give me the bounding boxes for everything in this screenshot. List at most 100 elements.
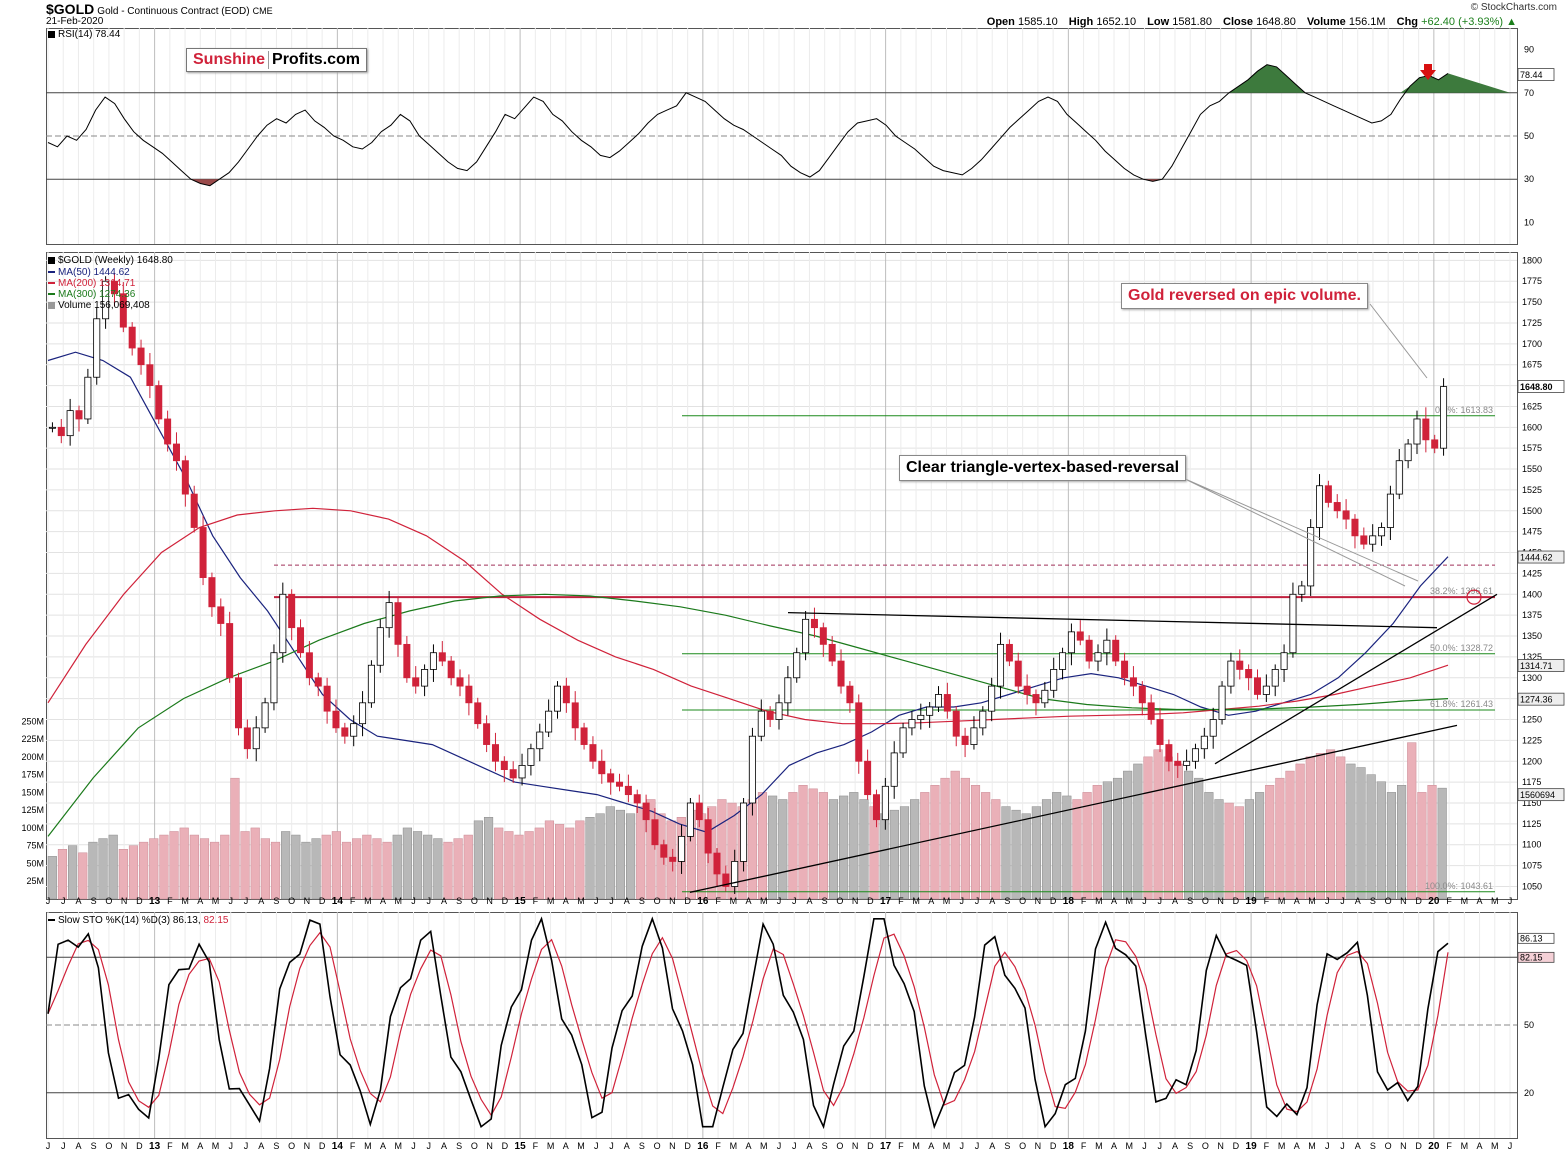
month-label: 15 xyxy=(515,1141,527,1152)
volume-bar xyxy=(1072,799,1082,900)
down-arrow-icon xyxy=(1420,64,1436,80)
volume-bar xyxy=(910,799,920,900)
volume-bar xyxy=(189,834,199,900)
volume-bar xyxy=(879,813,889,900)
candle-body xyxy=(1253,677,1261,695)
month-label: S xyxy=(1004,1141,1010,1151)
candle-body xyxy=(199,527,207,578)
rsi-tick-label: 50 xyxy=(1524,131,1534,141)
month-label: O xyxy=(836,1141,843,1151)
candle-swatch-icon xyxy=(48,256,55,264)
volume-tick-label: 100M xyxy=(21,823,44,833)
price-tick-label: 1125 xyxy=(1522,819,1541,829)
candle-body xyxy=(217,606,225,624)
month-label: J xyxy=(960,896,965,906)
candle-body xyxy=(598,760,606,775)
candle-body xyxy=(1183,760,1191,766)
ma50-swatch-icon xyxy=(48,271,55,274)
fib-label: 38.2%: 1396.61 xyxy=(1430,586,1493,596)
month-label: F xyxy=(715,1141,721,1151)
month-label: S xyxy=(91,896,97,906)
candle-body xyxy=(802,618,810,654)
volume-bar xyxy=(1295,763,1305,900)
ma300-legend-text: MA(300) 1274.36 xyxy=(58,289,136,300)
candle-body xyxy=(1191,748,1199,762)
candle-body xyxy=(190,493,198,528)
candle-body xyxy=(456,677,464,687)
month-label: O xyxy=(654,1141,661,1151)
volume-bar xyxy=(453,838,463,900)
volume-bar xyxy=(514,834,524,900)
month-label: M xyxy=(364,1141,372,1151)
price-tick-label: 1475 xyxy=(1522,527,1542,537)
volume-bar xyxy=(1133,763,1143,900)
axis-labels: 1050107511001125115011751200122512501275… xyxy=(21,255,1565,1152)
month-label: A xyxy=(746,896,752,906)
price-tick-label: 1750 xyxy=(1522,297,1542,307)
month-label: F xyxy=(167,1141,173,1151)
price-tick-label: 1375 xyxy=(1522,610,1542,620)
month-label: O xyxy=(1019,1141,1026,1151)
candle-body xyxy=(181,460,189,495)
month-label: O xyxy=(288,896,295,906)
volume-bar xyxy=(281,831,291,900)
month-label: A xyxy=(1355,896,1361,906)
candle-body xyxy=(119,293,127,328)
month-label: D xyxy=(502,1141,509,1151)
candle-body xyxy=(305,652,313,679)
volume-bar xyxy=(57,849,68,900)
month-label: S xyxy=(1187,896,1193,906)
month-label: J xyxy=(609,1141,614,1151)
month-label: O xyxy=(1202,896,1209,906)
month-label: A xyxy=(806,1141,812,1151)
month-label: O xyxy=(1385,1141,1392,1151)
candle-body xyxy=(1076,631,1084,641)
month-label: M xyxy=(181,1141,189,1151)
month-label: 17 xyxy=(880,1141,892,1152)
candle-body xyxy=(48,426,56,429)
price-tick-label: 1150 xyxy=(1522,798,1541,808)
month-label: A xyxy=(1172,1141,1178,1151)
ma200-swatch-icon xyxy=(48,282,55,285)
candle-body xyxy=(872,794,880,821)
volume-bar xyxy=(1001,806,1011,900)
candle-body xyxy=(810,618,818,629)
month-label: A xyxy=(1111,1141,1117,1151)
sto-tag-text: 82.15 xyxy=(1520,952,1543,962)
candle-body xyxy=(669,856,677,862)
month-label: A xyxy=(1172,896,1178,906)
volume-bar xyxy=(260,838,270,900)
logo-part1: Sunshine xyxy=(193,51,266,69)
candle-body xyxy=(359,702,367,725)
month-label: A xyxy=(441,896,447,906)
symbol-name: Gold - Continuous Contract (EOD) xyxy=(97,6,250,17)
volume-bar xyxy=(1041,799,1052,900)
candle-body xyxy=(1005,643,1013,662)
month-label: J xyxy=(46,1141,51,1151)
price-tick-label: 1425 xyxy=(1522,568,1542,578)
exchange-label: CME xyxy=(252,6,273,16)
open-label: Open xyxy=(986,16,1015,28)
month-label: J xyxy=(46,896,51,906)
month-label: M xyxy=(1095,896,1103,906)
month-label: 18 xyxy=(1063,1141,1075,1152)
month-label: F xyxy=(898,1141,904,1151)
candle-body xyxy=(403,643,411,679)
candle-body xyxy=(1103,639,1111,654)
price-tag-box xyxy=(1517,788,1565,802)
volume-bar xyxy=(210,841,220,900)
month-label: J xyxy=(1157,1141,1162,1151)
volume-legend: Volume 156,069,408 xyxy=(48,300,150,311)
volume-tick-label: 225M xyxy=(21,734,44,744)
sto-tag-box xyxy=(1517,951,1555,963)
volume-bar xyxy=(697,813,707,900)
candle-body xyxy=(1085,639,1093,662)
month-label: S xyxy=(91,1141,97,1151)
month-label: M xyxy=(395,1141,403,1151)
candle-body xyxy=(1360,535,1368,545)
month-label: D xyxy=(1415,1141,1422,1151)
month-label: S xyxy=(273,896,279,906)
high-label: High xyxy=(1068,16,1094,28)
rsi-tick-label: 30 xyxy=(1524,174,1534,184)
month-label: M xyxy=(1278,1141,1286,1151)
